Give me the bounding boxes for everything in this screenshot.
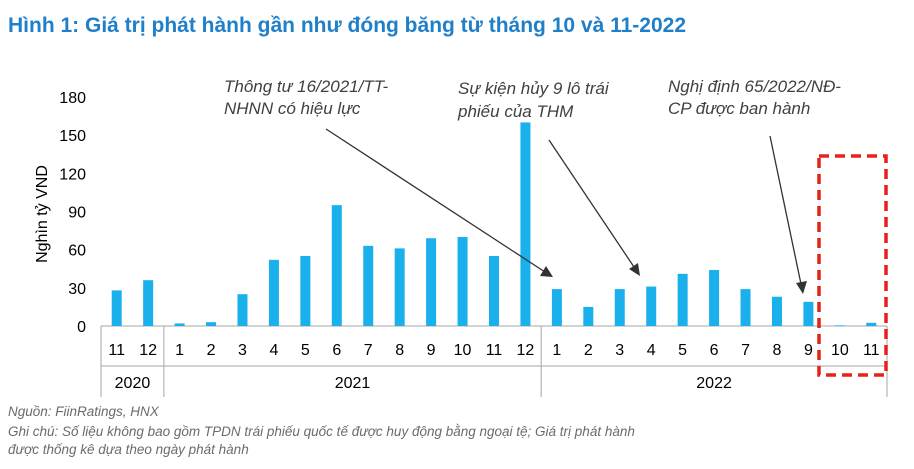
x-tick-label: 5 [301,342,310,359]
y-tick-label: 180 [59,90,86,107]
bar [583,306,594,326]
bar [143,280,154,326]
bar [834,325,845,327]
x-tick-label: 4 [647,342,656,359]
annotation-thong-tu-line2: NHNN có hiệu lực [224,99,361,118]
x-tick-label: 12 [517,342,535,359]
y-tick-label: 30 [68,281,86,298]
x-tick-label: 1 [552,342,561,359]
x-tick-label: 8 [773,342,782,359]
x-tick-label: 5 [678,342,687,359]
arrow-nghi-dinh [769,135,802,285]
year-label: 2020 [115,375,151,392]
x-tick-label: 6 [332,342,341,359]
y-tick-label: 90 [68,205,86,222]
x-tick-label: 1 [175,342,184,359]
x-tick-label: 2 [207,342,216,359]
x-tick-label: 11 [863,342,880,359]
x-tick-label: 7 [364,342,373,359]
annotation-thm-line2: phiếu của THM [457,102,574,121]
x-tick-label: 9 [427,342,436,359]
bar [268,259,279,326]
footnote-line2: được thống kê dựa theo ngày phát hành [8,442,249,457]
annotation-thm-line1: Sự kiện hủy 9 lô trái [458,79,610,98]
bar [771,296,782,326]
x-tick-label: 3 [615,342,624,359]
bar [426,238,437,326]
bar [331,205,342,326]
source-note: Nguồn: FiinRatings, HNX [8,404,159,419]
bar [489,256,499,326]
x-tick-label: 8 [395,342,404,359]
bar [740,289,751,326]
x-tick-label: 10 [454,342,472,359]
bar [206,322,217,326]
x-tick-label: 9 [804,342,813,359]
annotation-nghi-dinh-line2: CP được ban hành [668,99,810,118]
chart-title: Hình 1: Giá trị phát hành gần như đóng b… [8,14,686,37]
annotation-nghi-dinh-line1: Nghị định 65/2022/NĐ- [668,77,841,96]
annotation-thong-tu-line1: Thông tư 16/2021/TT- [224,77,389,96]
arrow-head-thm [629,263,640,276]
bar [174,323,185,326]
bar [677,273,688,326]
arrow-head-thong-tu [540,266,553,277]
bar [457,236,468,326]
y-tick-label: 60 [68,243,86,260]
arrow-thm [548,139,635,268]
annotation-arrows [325,128,807,294]
bar [363,245,374,326]
bar [709,270,720,326]
x-tick-label: 6 [710,342,719,359]
bar [300,256,311,326]
bar [394,248,405,326]
y-axis-label: Nghìn tỷ VND [34,165,51,263]
y-axis: 0 30 60 90 120 150 180 [59,90,86,336]
highlight-box [817,154,888,377]
x-tick-label: 12 [139,342,157,359]
x-tick-label: 7 [741,342,750,359]
bar [614,289,625,326]
bar [866,322,877,326]
y-tick-label: 150 [59,128,86,145]
x-tick-label: 3 [238,342,247,359]
year-label: 2021 [335,375,371,392]
x-tick-label: 10 [831,342,849,359]
x-tick-label: 2 [584,342,593,359]
annotation-nghi-dinh: Nghị định 65/2022/NĐ- CP được ban hành [668,77,841,118]
bar [237,294,248,326]
arrow-head-nghi-dinh [796,281,807,294]
footnote-line1: Ghi chú: Số liệu không bao gồm TPDN trái… [8,424,635,439]
bar [520,122,531,326]
year-label: 2022 [696,375,732,392]
annotation-thong-tu: Thông tư 16/2021/TT- NHNN có hiệu lực [224,77,389,118]
x-tick-label: 11 [108,342,125,359]
bar [803,301,814,326]
x-tick-label: 11 [486,342,503,359]
bar [111,290,122,326]
bars [111,122,877,327]
arrow-thong-tu [325,128,546,273]
y-tick-label: 0 [77,319,86,336]
bar [646,286,657,326]
x-tick-label: 4 [269,342,278,359]
annotation-thm: Sự kiện hủy 9 lô trái phiếu của THM [457,79,610,121]
y-tick-label: 120 [59,166,86,183]
bar [551,289,562,326]
